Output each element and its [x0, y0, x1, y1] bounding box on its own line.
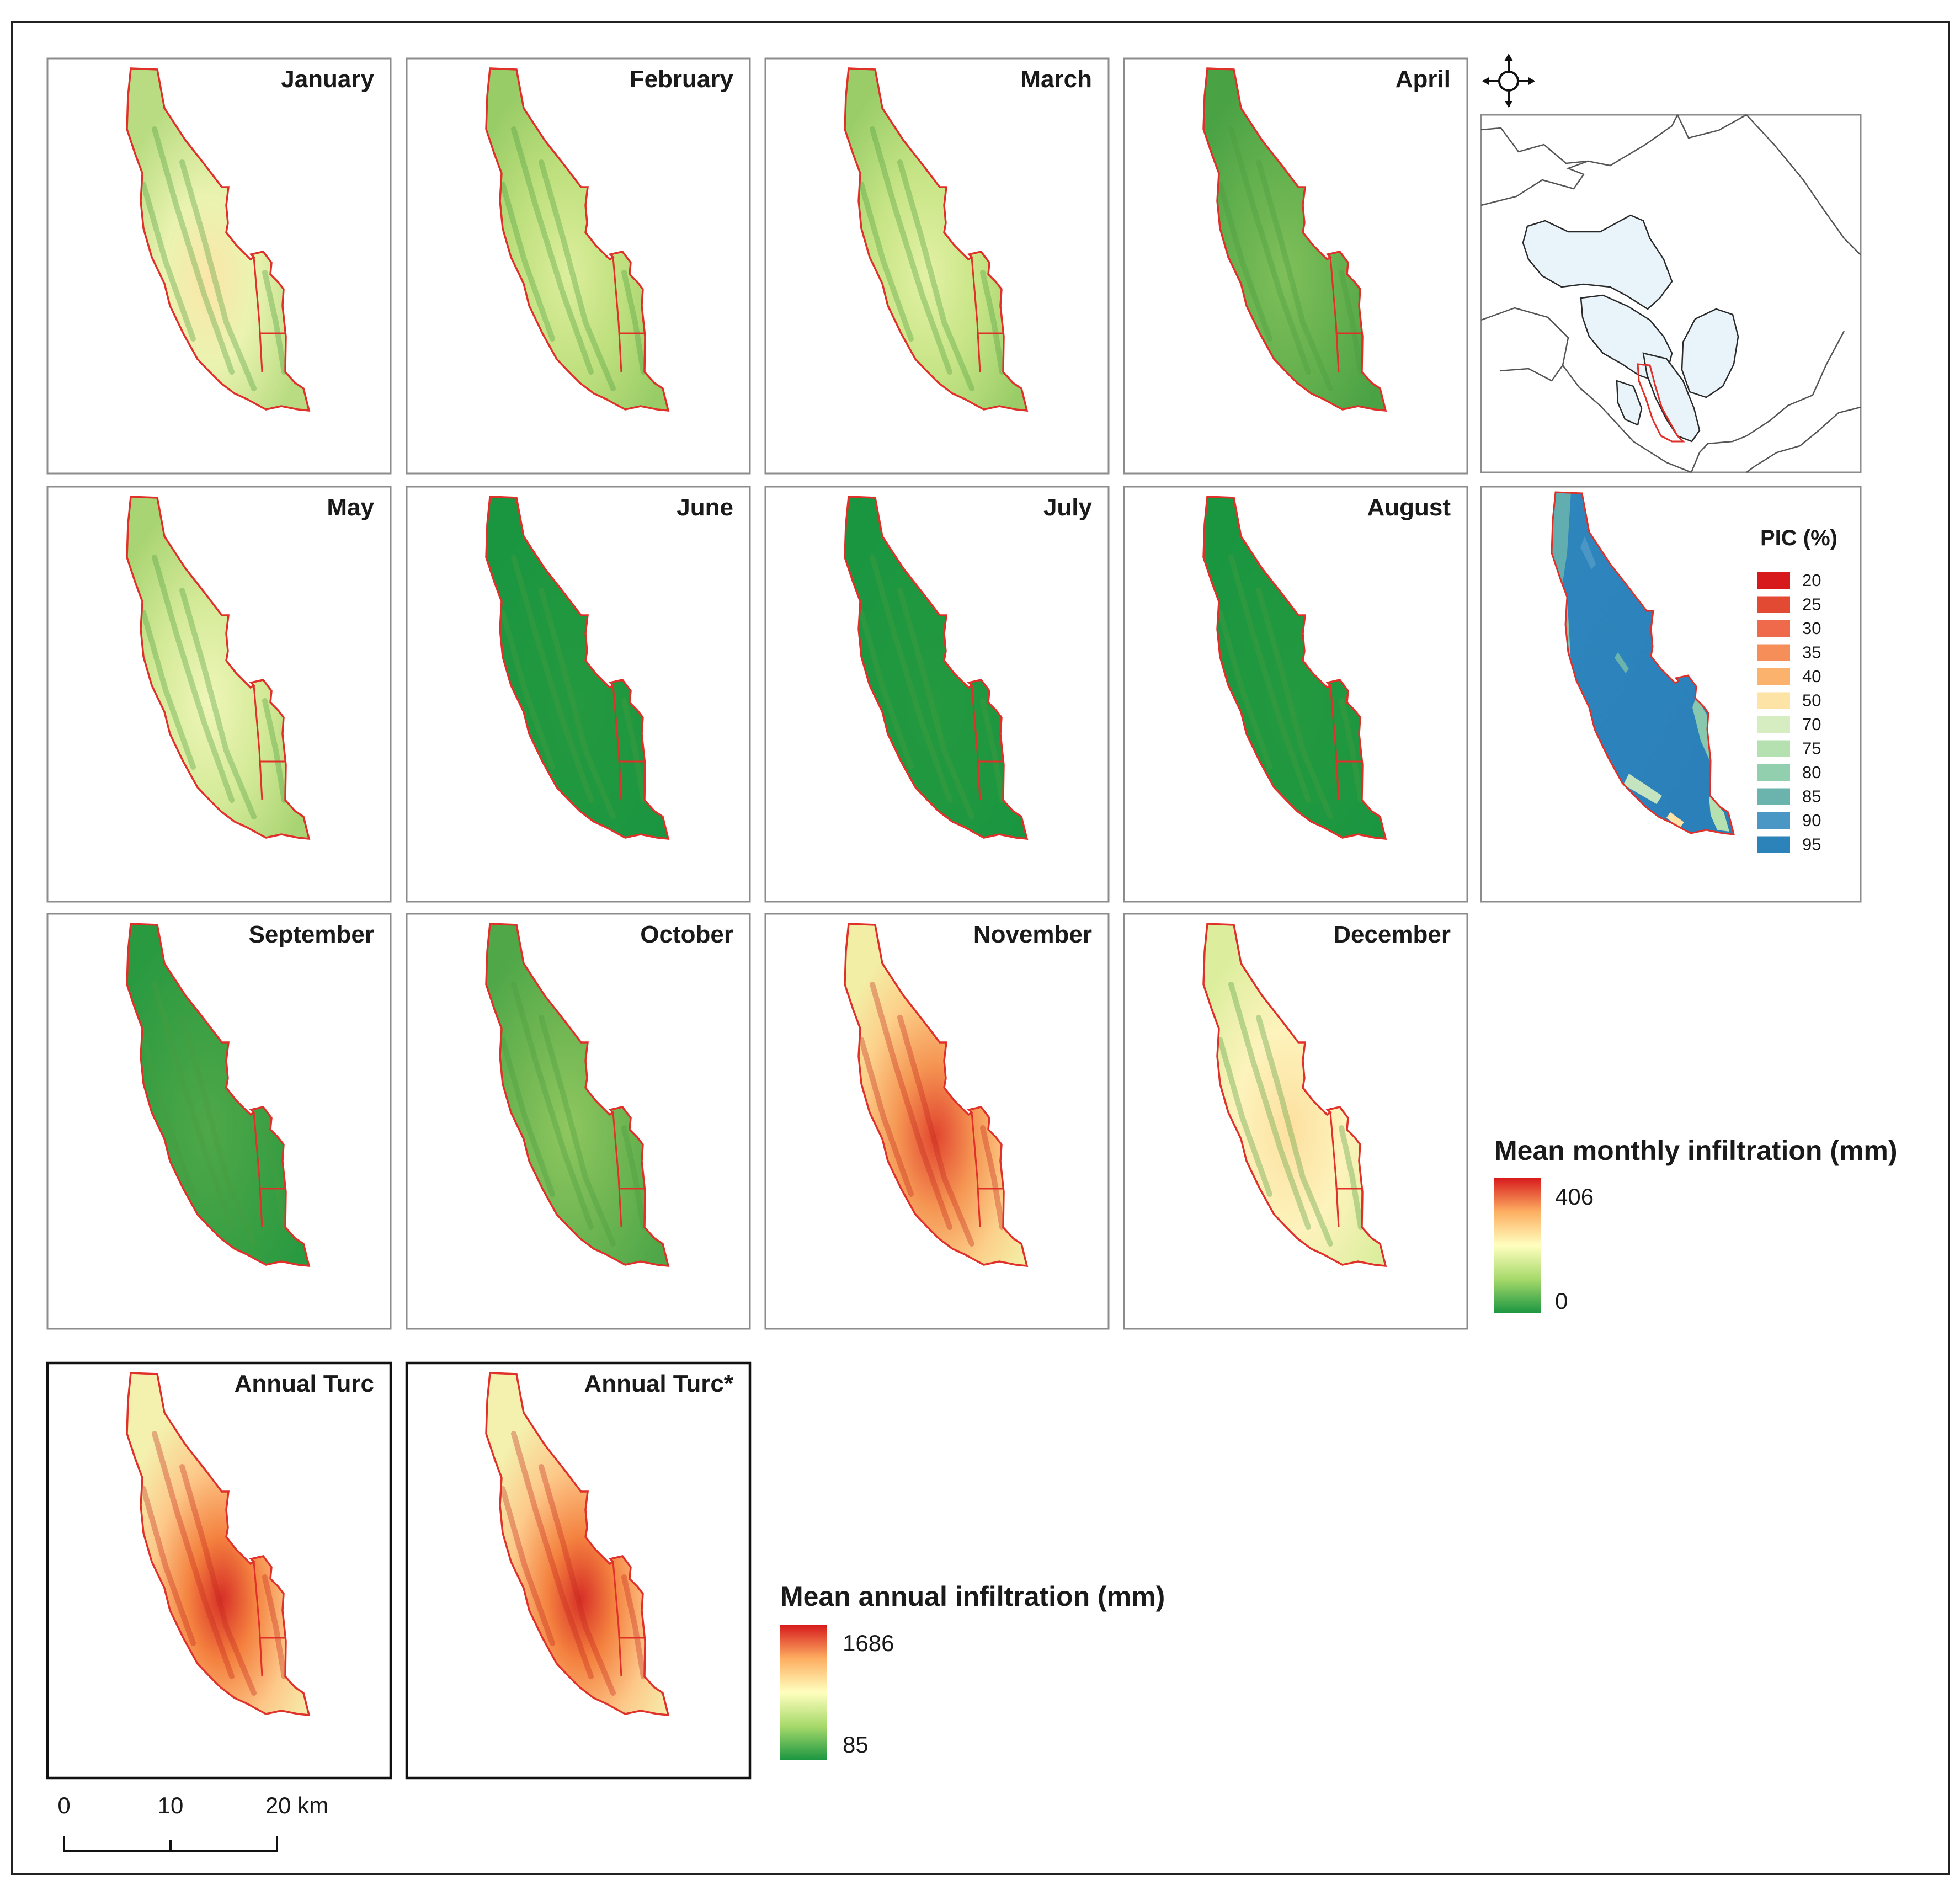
locator-boundaries: [1480, 114, 1861, 473]
panel-title: March: [1020, 66, 1092, 93]
pic-legend-title: PIC (%): [1760, 526, 1838, 550]
map-panel-annual-0: Annual Turc: [46, 1361, 392, 1780]
pic-legend-label: 85: [1802, 787, 1821, 806]
panel-title: November: [973, 921, 1092, 948]
pic-legend-label: 70: [1802, 715, 1821, 734]
pic-legend-swatch: [1757, 596, 1790, 613]
pic-legend-swatch: [1757, 788, 1790, 805]
panel-title: January: [281, 66, 374, 93]
pic-legend-label: 80: [1802, 763, 1821, 782]
basin-map: [126, 67, 310, 412]
monthly-color-ramp: [1494, 1178, 1541, 1313]
annual-legend-min: 85: [843, 1732, 869, 1758]
pic-legend-label: 25: [1802, 595, 1821, 614]
basin-map: [485, 67, 669, 412]
pic-legend-label: 75: [1802, 739, 1821, 758]
map-panel-month-11: December: [1123, 913, 1468, 1330]
pic-legend-swatch: [1757, 572, 1790, 589]
north-arrow-icon: [1482, 54, 1535, 108]
panel-title: October: [640, 921, 733, 948]
scale-bar: 0 10 20 km: [57, 1792, 328, 1852]
panel-title: April: [1396, 66, 1451, 93]
scale-tick-0: 0: [57, 1792, 70, 1818]
panel-title: June: [677, 494, 733, 521]
monthly-legend: Mean monthly infiltration (mm) 406 0: [1494, 1135, 1898, 1314]
annual-legend: Mean annual infiltration (mm) 1686 85: [780, 1581, 1165, 1760]
pic-map-panel: PIC (%) 20 25 30 35 40 50 70 75 80 85 90 95: [1480, 486, 1862, 903]
pic-legend-label: 95: [1802, 835, 1821, 854]
panel-frame: [46, 57, 392, 475]
map-panel-month-2: March: [764, 57, 1110, 475]
pic-legend-label: 20: [1802, 571, 1821, 590]
basin-map: [1202, 496, 1387, 840]
scale-tick-10: 10: [158, 1792, 184, 1818]
scale-tick-20: 20 km: [265, 1792, 328, 1818]
panel-title: September: [249, 921, 374, 948]
outer-frame: [11, 21, 1950, 1875]
basin-map: [485, 1372, 669, 1716]
map-panel-annual-1: Annual Turc*: [405, 1361, 752, 1780]
pic-legend-swatch: [1757, 668, 1790, 685]
pic-legend-swatch: [1757, 836, 1790, 853]
pic-legend-swatch: [1757, 716, 1790, 733]
map-panel-month-8: September: [46, 913, 392, 1330]
annual-color-ramp: [780, 1625, 827, 1760]
monthly-legend-title: Mean monthly infiltration (mm): [1494, 1135, 1898, 1166]
map-panel-month-3: April: [1123, 57, 1468, 475]
pic-legend: 20 25 30 35 40 50 70 75 80 85 90 95: [1757, 571, 1821, 854]
map-panel-month-4: May: [46, 486, 392, 903]
pic-legend-label: 40: [1802, 667, 1821, 686]
panel-title: August: [1367, 494, 1451, 521]
basin-map: [485, 496, 669, 840]
map-panel-month-5: June: [406, 486, 751, 903]
basin-map: [126, 496, 310, 840]
pic-legend-swatch: [1757, 764, 1790, 781]
pic-legend-swatch: [1757, 644, 1790, 661]
basin-map: [844, 923, 1028, 1267]
basin-map: [1202, 67, 1387, 412]
panel-title: July: [1043, 494, 1093, 521]
pic-legend-label: 90: [1802, 811, 1821, 830]
panel-title: Annual Turc*: [584, 1370, 733, 1397]
map-panel-month-1: February: [406, 57, 751, 475]
pic-legend-swatch: [1757, 692, 1790, 709]
pic-legend-label: 50: [1802, 691, 1821, 710]
pic-legend-label: 35: [1802, 643, 1821, 662]
map-panel-month-6: July: [764, 486, 1110, 903]
panels-layer: January February March April May June July Augu…: [46, 57, 1468, 1780]
basin-map: [126, 1372, 310, 1716]
pic-legend-swatch: [1757, 740, 1790, 757]
monthly-legend-min: 0: [1555, 1288, 1568, 1314]
panel-title: December: [1333, 921, 1451, 948]
annual-legend-max: 1686: [843, 1630, 894, 1656]
panel-frame: [46, 486, 392, 903]
map-panel-month-0: January: [46, 57, 392, 475]
map-panel-month-10: November: [764, 913, 1110, 1330]
pic-legend-label: 30: [1802, 619, 1821, 638]
locator-aquifers: [1522, 214, 1739, 443]
annual-legend-title: Mean annual infiltration (mm): [780, 1581, 1165, 1612]
locator-map: [1480, 114, 1862, 473]
pic-legend-swatch: [1757, 620, 1790, 637]
locator-study-area: [1637, 363, 1685, 443]
panel-title: Annual Turc: [235, 1370, 374, 1397]
monthly-legend-max: 406: [1555, 1184, 1594, 1210]
basin-map: [844, 496, 1028, 840]
basin-map: [1202, 923, 1387, 1267]
basin-map: [126, 923, 310, 1267]
basin-map: [844, 67, 1028, 412]
panel-title: February: [630, 66, 734, 93]
basin-map: [485, 923, 669, 1267]
pic-legend-swatch: [1757, 812, 1790, 829]
map-panel-month-7: August: [1123, 486, 1468, 903]
panel-title: May: [327, 494, 374, 521]
map-panel-month-9: October: [406, 913, 751, 1330]
